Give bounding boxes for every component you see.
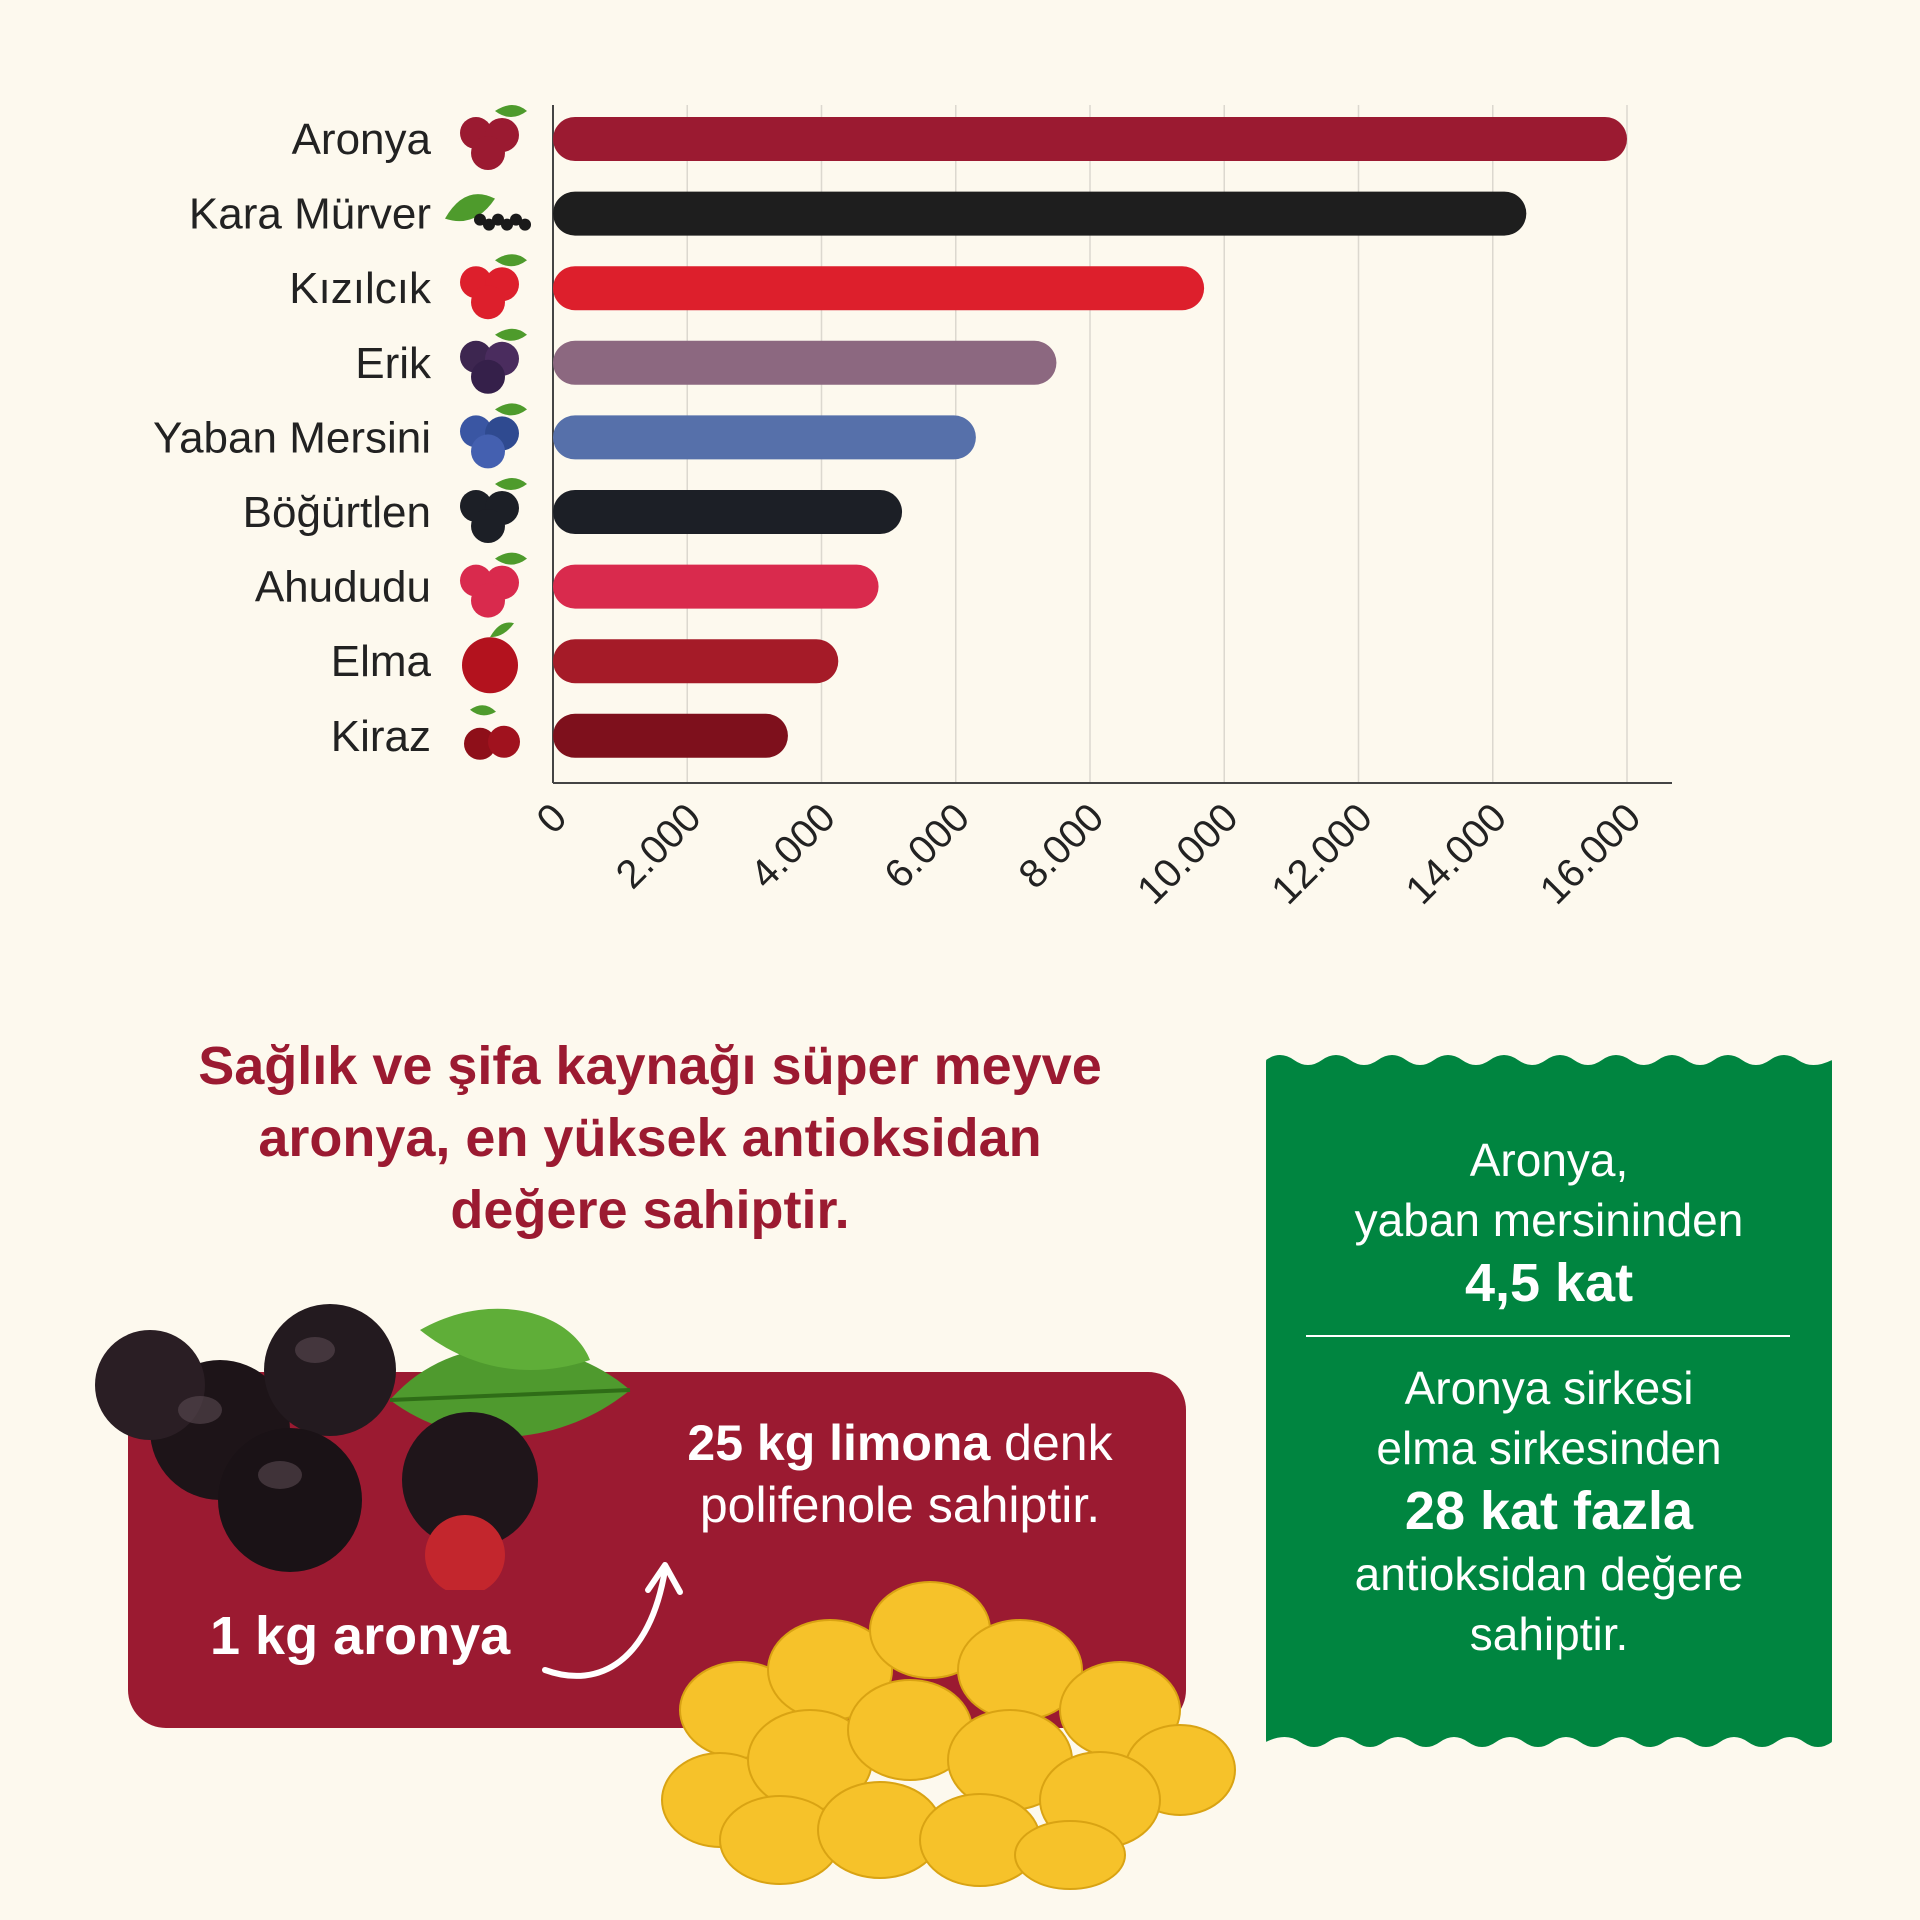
green-highlight-1: 4,5 kat [1464,1253,1634,1313]
category-label: Elma [331,637,432,686]
yaban-mersini-icon [460,403,527,469]
bar [553,490,903,534]
curved-arrow-icon [542,1562,683,1679]
bar [553,415,976,460]
bar [553,564,879,609]
x-tick-label: 14.000 [1397,795,1515,913]
erik-icon [460,328,527,394]
green-line-7: antioksidan değere [1354,1548,1744,1600]
green-line-2: yaban mersininden [1354,1194,1744,1246]
green-info-panel [1266,1055,1832,1747]
category-label: Kara Mürver [189,190,431,239]
aronya-icon [460,105,527,170]
green-line-1: Aronya, [1469,1134,1629,1186]
bar [553,117,1627,161]
headline: Sağlık ve şifa kaynağı süper meyve arony… [90,1030,1210,1246]
green-line-5: elma sirkesinden [1376,1422,1722,1474]
x-tick-label: 4.000 [742,795,844,897]
headline-line-3: değere sahiptir. [450,1180,850,1240]
headline-line-2: aronya, en yüksek antioksidan [258,1108,1042,1168]
green-line-8: sahiptir. [1469,1608,1629,1660]
category-label: Kiraz [331,712,431,761]
bar [553,266,1205,311]
elma-icon [462,622,518,694]
bar [553,639,839,684]
x-tick-label: 0 [529,795,576,842]
one-kg-aronya-label: 1 kg aronya [210,1606,511,1666]
bar [553,191,1527,236]
bogurtlen-icon [460,478,527,543]
category-label: Ahududu [255,563,431,612]
headline-line-1: Sağlık ve şifa kaynağı süper meyve [198,1036,1102,1096]
x-tick-label: 16.000 [1532,795,1650,913]
bar [553,713,788,758]
polifenol-bold: 25 kg limona [687,1415,991,1471]
green-divider [1306,1335,1790,1337]
green-highlight-2: 28 kat fazla [1404,1481,1694,1541]
category-label: Aronya [292,115,432,164]
x-tick-label: 12.000 [1263,795,1381,913]
category-label: Yaban Mersini [153,413,431,462]
ahududu-icon [460,552,527,618]
x-tick-label: 6.000 [876,795,978,897]
x-tick-label: 10.000 [1129,795,1247,913]
category-label: Böğürtlen [243,488,431,537]
bar [553,340,1057,385]
green-block-1: Aronya, yaban mersininden 4,5 kat [1266,1130,1832,1316]
antioxidant-bar-chart: 0 2.000 4.000 6.000 8.000 10.000 12.000 14.000 1… [153,105,1672,913]
x-tick-label: 2.000 [608,795,710,897]
lemons-icon [661,1581,1236,1890]
aronya-berries-icon [95,1304,631,1590]
green-line-4: Aronya sirkesi [1404,1362,1694,1414]
kara-murver-icon [445,194,531,231]
green-block-2: Aronya sirkesi elma sirkesinden 28 kat f… [1266,1358,1832,1664]
polifenol-text: 25 kg limona denk polifenole sahiptir. [640,1412,1160,1536]
kizilcik-icon [460,254,527,320]
category-label: Erik [355,339,432,388]
kiraz-icon [464,705,520,760]
x-tick-label: 8.000 [1010,795,1112,897]
polifenol-rest: denk [990,1415,1113,1471]
polifenol-line-2: polifenole sahiptir. [699,1477,1101,1533]
category-label: Kızılcık [289,264,432,313]
